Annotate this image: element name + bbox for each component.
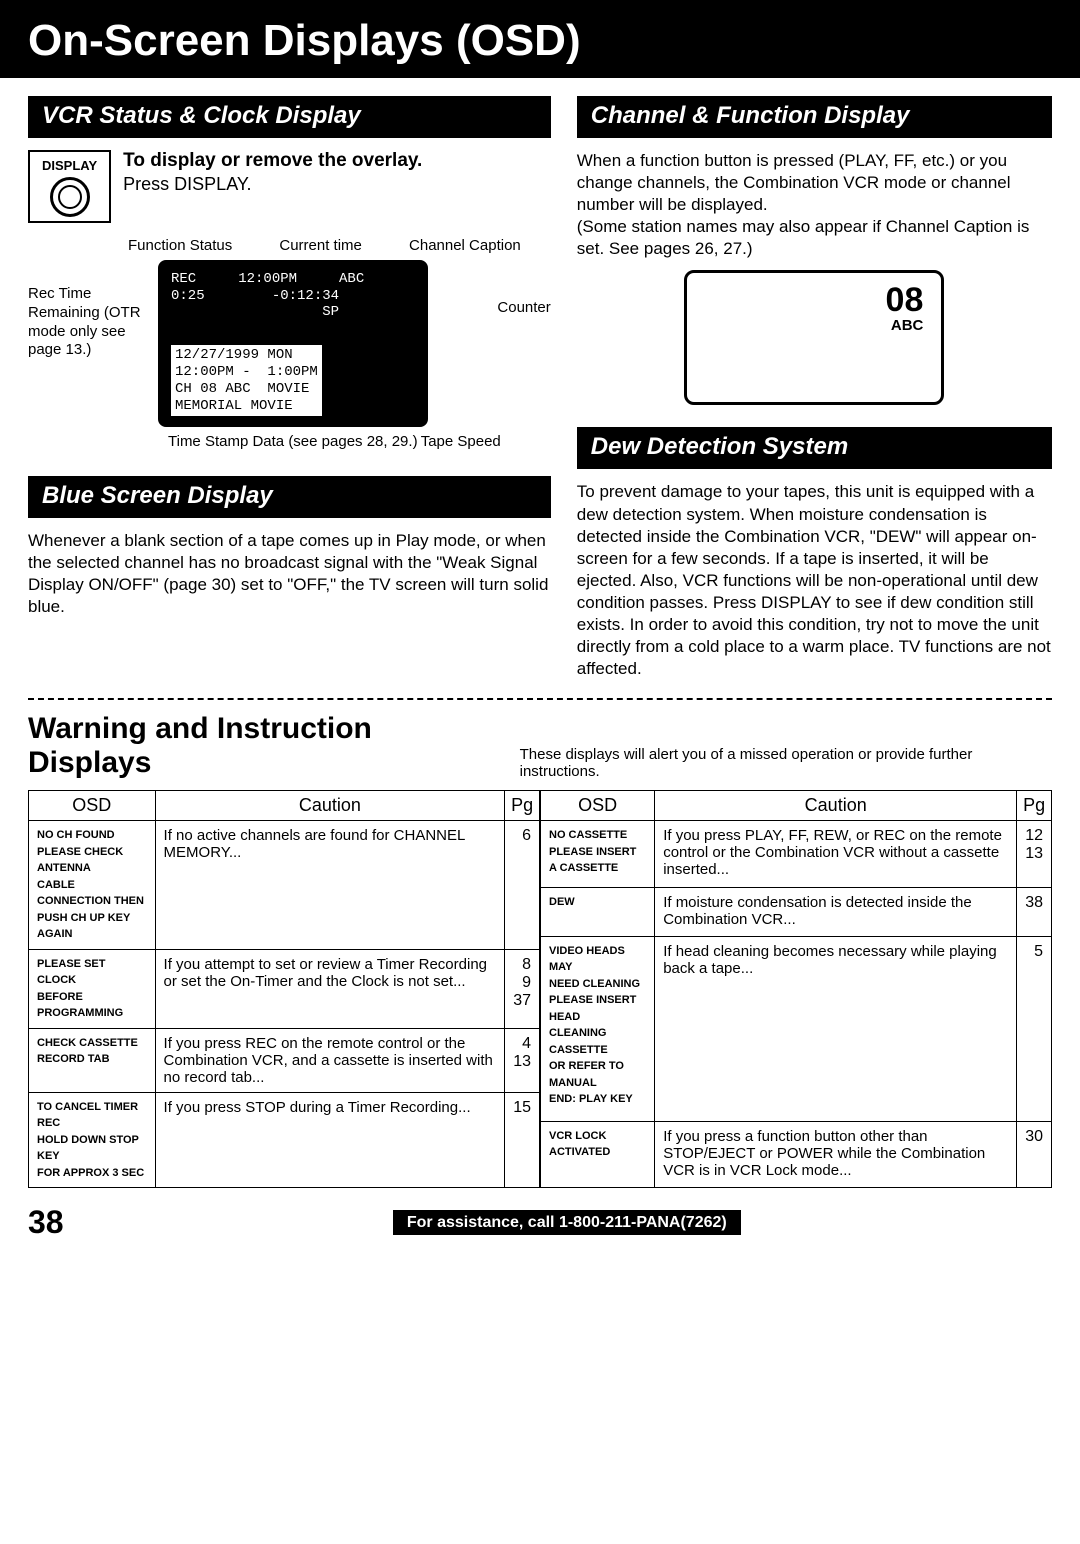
label-current-time: Current time [279, 237, 362, 256]
channel-number: 08 [705, 283, 923, 317]
th-caution: Caution [155, 791, 505, 821]
pg-cell: 15 [505, 1092, 540, 1188]
caution-cell: If you press REC on the remote control o… [155, 1028, 505, 1092]
table-row: VIDEO HEADS MAY NEED CLEANING PLEASE INS… [541, 936, 1052, 1121]
section-dew-heading: Dew Detection System [577, 427, 1052, 469]
osd-cell: CHECK CASSETTE RECORD TAB [29, 1028, 156, 1092]
warning-table-right: OSD Caution Pg NO CASSETTE PLEASE INSERT… [540, 790, 1052, 1188]
table-row: NO CASSETTE PLEASE INSERT A CASSETTEIf y… [541, 821, 1052, 888]
osd-cell: NO CASSETTE PLEASE INSERT A CASSETTE [541, 821, 655, 888]
osd-cell: NO CH FOUND PLEASE CHECK ANTENNA CABLE C… [29, 821, 156, 950]
table-row: NO CH FOUND PLEASE CHECK ANTENNA CABLE C… [29, 821, 540, 950]
osd-screen: REC 12:00PM ABC 0:25 -0:12:34 SP 12/27/1… [158, 260, 428, 428]
th-caution: Caution [655, 791, 1017, 821]
caution-cell: If you attempt to set or review a Timer … [155, 949, 505, 1028]
dew-text: To prevent damage to your tapes, this un… [577, 481, 1052, 680]
caution-cell: If head cleaning becomes necessary while… [655, 936, 1017, 1121]
label-rec-time: Rec Time Remaining (OTR mode only see pa… [28, 285, 146, 360]
pg-cell: 6 [505, 821, 540, 950]
warning-subtitle: These displays will alert you of a misse… [520, 746, 1052, 780]
th-pg: Pg [1017, 791, 1052, 821]
divider [28, 698, 1052, 700]
page-number: 38 [28, 1204, 64, 1241]
th-osd: OSD [541, 791, 655, 821]
label-function-status: Function Status [128, 237, 232, 256]
display-instruction-bold: To display or remove the overlay. [123, 150, 422, 172]
th-osd: OSD [29, 791, 156, 821]
assistance-banner: For assistance, call 1-800-211-PANA(7262… [393, 1210, 741, 1235]
caution-cell: If you press STOP during a Timer Recordi… [155, 1092, 505, 1188]
caution-cell: If you press a function button other tha… [655, 1121, 1017, 1188]
osd-cell: PLEASE SET CLOCK BEFORE PROGRAMMING [29, 949, 156, 1028]
section-channel-func-heading: Channel & Function Display [577, 96, 1052, 138]
pg-cell: 8 9 37 [505, 949, 540, 1028]
caution-cell: If no active channels are found for CHAN… [155, 821, 505, 950]
caution-cell: If moisture condensation is detected ins… [655, 887, 1017, 936]
osd-cell: VCR LOCK ACTIVATED [541, 1121, 655, 1188]
table-row: PLEASE SET CLOCK BEFORE PROGRAMMINGIf yo… [29, 949, 540, 1028]
channel-name: ABC [705, 317, 923, 334]
pg-cell: 38 [1017, 887, 1052, 936]
blue-screen-text: Whenever a blank section of a tape comes… [28, 530, 551, 618]
th-pg: Pg [505, 791, 540, 821]
pg-cell: 4 13 [505, 1028, 540, 1092]
label-tape-speed: Tape Speed [421, 433, 501, 452]
display-button-label: DISPLAY [42, 158, 97, 173]
label-time-stamp: Time Stamp Data (see pages 28, 29.) [168, 433, 418, 452]
caution-cell: If you press PLAY, FF, REW, or REC on th… [655, 821, 1017, 888]
page-title: On-Screen Displays (OSD) [28, 16, 1052, 66]
channel-func-text: When a function button is pressed (PLAY,… [577, 150, 1052, 260]
title-banner: On-Screen Displays (OSD) [0, 0, 1080, 78]
label-channel-caption: Channel Caption [409, 237, 521, 256]
osd-bottom-text: 12/27/1999 MON 12:00PM - 1:00PM CH 08 AB… [171, 345, 322, 416]
osd-cell: VIDEO HEADS MAY NEED CLEANING PLEASE INS… [541, 936, 655, 1121]
table-row: CHECK CASSETTE RECORD TABIf you press RE… [29, 1028, 540, 1092]
osd-top-text: REC 12:00PM ABC 0:25 -0:12:34 SP [171, 271, 415, 321]
page-content: VCR Status & Clock Display DISPLAY To di… [0, 78, 1080, 1196]
warning-title: Warning and Instruction Displays [28, 712, 500, 780]
pg-cell: 5 [1017, 936, 1052, 1121]
pg-cell: 30 [1017, 1121, 1052, 1188]
section-vcr-status-heading: VCR Status & Clock Display [28, 96, 551, 138]
display-button-icon [50, 177, 90, 217]
channel-display-box: 08 ABC [684, 270, 944, 405]
page-footer: 38 For assistance, call 1-800-211-PANA(7… [0, 1196, 1080, 1241]
table-row: VCR LOCK ACTIVATEDIf you press a functio… [541, 1121, 1052, 1188]
vcr-osd-diagram: Function Status Current time Channel Cap… [28, 237, 551, 452]
osd-cell: TO CANCEL TIMER REC HOLD DOWN STOP KEY F… [29, 1092, 156, 1188]
osd-cell: DEW [541, 887, 655, 936]
table-row: DEWIf moisture condensation is detected … [541, 887, 1052, 936]
display-instruction-text: Press DISPLAY. [123, 174, 422, 195]
section-blue-screen-heading: Blue Screen Display [28, 476, 551, 518]
label-counter: Counter [497, 299, 550, 318]
display-button-box: DISPLAY [28, 150, 111, 223]
pg-cell: 12 13 [1017, 821, 1052, 888]
warning-table-left: OSD Caution Pg NO CH FOUND PLEASE CHECK … [28, 790, 540, 1188]
table-row: TO CANCEL TIMER REC HOLD DOWN STOP KEY F… [29, 1092, 540, 1188]
